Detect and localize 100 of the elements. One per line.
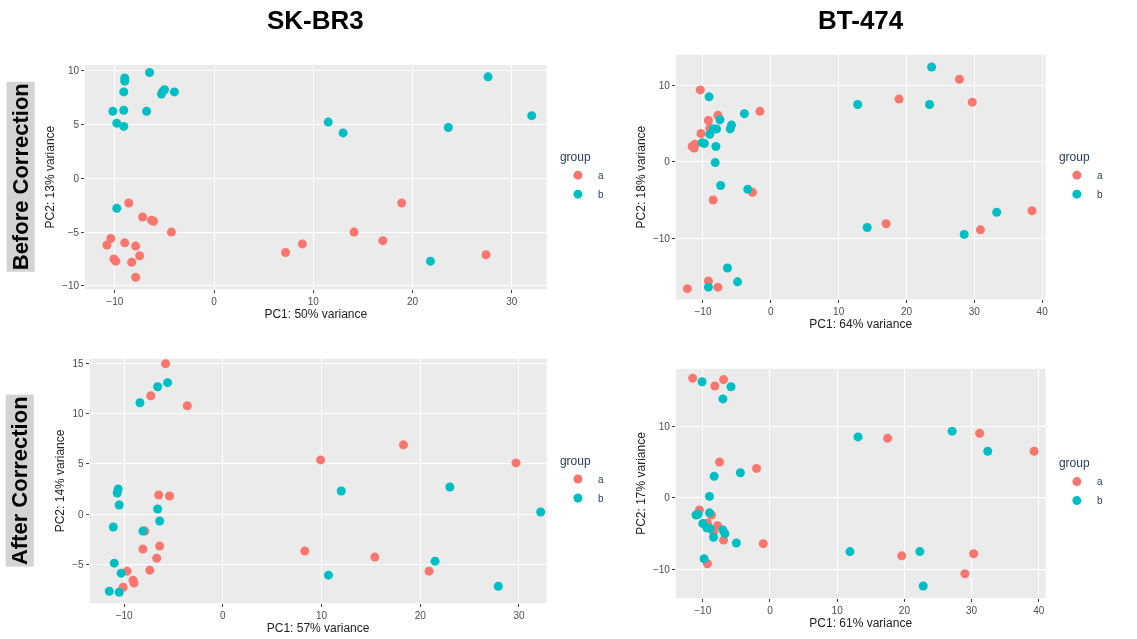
- y-tick-label: 0: [73, 172, 80, 184]
- x-tick-label: −10: [694, 605, 712, 617]
- point: [713, 282, 723, 292]
- point: [142, 106, 152, 116]
- y-tick-label: 5: [73, 118, 80, 130]
- y-tick-label: 5: [78, 458, 85, 470]
- point: [975, 428, 985, 438]
- x-tick-label: 30: [966, 605, 978, 617]
- point: [135, 251, 145, 261]
- point: [138, 212, 148, 222]
- y-tick-label: 10: [658, 420, 671, 432]
- point: [378, 236, 388, 246]
- y-tick-label: −10: [652, 232, 671, 244]
- point: [704, 491, 714, 501]
- legend-label: a: [1096, 476, 1103, 488]
- point: [915, 547, 925, 557]
- x-tick-label: 30: [506, 296, 518, 308]
- legend-title: group: [1058, 456, 1090, 471]
- point: [927, 62, 937, 72]
- x-tick-label: 10: [307, 296, 320, 308]
- point: [155, 541, 165, 551]
- legend-label: b: [1096, 189, 1103, 201]
- point: [726, 382, 736, 392]
- y-axis-title: PC2: 18% variance: [634, 125, 649, 229]
- point: [152, 553, 162, 563]
- point: [704, 92, 714, 102]
- y-tick-label: −5: [72, 558, 85, 570]
- point: [1029, 446, 1039, 456]
- y-tick-label: −10: [652, 563, 671, 575]
- point: [897, 551, 907, 561]
- point: [918, 581, 928, 591]
- y-axis-title: PC2: 17% variance: [634, 431, 649, 535]
- point: [992, 207, 1002, 217]
- point: [323, 570, 333, 580]
- point: [755, 106, 765, 116]
- point: [114, 587, 124, 597]
- point: [696, 129, 706, 139]
- point: [112, 203, 122, 213]
- x-tick-label: 30: [513, 610, 525, 622]
- point: [112, 488, 122, 498]
- point: [102, 240, 112, 250]
- point: [430, 556, 440, 566]
- legend-label: a: [1096, 170, 1103, 182]
- legend-label: b: [597, 492, 604, 504]
- point: [699, 554, 709, 564]
- point: [722, 263, 732, 273]
- point: [743, 184, 753, 194]
- point: [894, 94, 904, 104]
- x-tick-label: 0: [211, 296, 218, 308]
- point: [323, 117, 333, 127]
- y-tick-label: 10: [72, 408, 85, 420]
- point: [138, 544, 148, 554]
- point: [752, 463, 762, 473]
- point: [711, 142, 721, 152]
- x-axis-title: PC1: 61% variance: [809, 616, 913, 631]
- x-tick-label: 20: [414, 610, 427, 622]
- point: [862, 223, 872, 233]
- legend-title: group: [559, 149, 591, 164]
- point: [424, 566, 434, 576]
- x-tick-label: 10: [315, 610, 328, 622]
- point: [695, 85, 705, 95]
- point: [116, 568, 126, 578]
- y-tick-label: 10: [67, 64, 80, 76]
- x-tick-label: −10: [115, 610, 134, 622]
- point: [975, 225, 985, 235]
- point: [710, 381, 720, 391]
- point: [511, 458, 521, 468]
- x-tick-label: 20: [900, 306, 913, 318]
- point: [527, 111, 537, 121]
- x-tick-label: 10: [831, 605, 844, 617]
- point: [146, 391, 156, 401]
- y-tick-label: 0: [78, 508, 85, 520]
- point: [718, 394, 728, 404]
- point: [1027, 206, 1037, 216]
- point: [883, 433, 893, 443]
- point: [954, 74, 964, 84]
- point: [739, 109, 749, 119]
- x-tick-label: 10: [833, 306, 845, 318]
- point: [445, 482, 455, 492]
- point: [703, 116, 713, 126]
- point: [161, 359, 171, 369]
- point: [443, 122, 453, 132]
- point: [925, 99, 935, 109]
- point: [114, 500, 124, 510]
- point: [106, 234, 116, 244]
- point: [881, 219, 891, 229]
- x-tick-label: 0: [220, 610, 227, 622]
- y-tick-label: −10: [62, 280, 80, 292]
- point: [112, 118, 122, 128]
- legend-label: b: [597, 189, 604, 201]
- point: [853, 99, 863, 109]
- y-tick-label: −5: [67, 226, 80, 238]
- point: [709, 471, 719, 481]
- chart-title: BT-474: [818, 5, 904, 35]
- point: [316, 455, 326, 465]
- point: [153, 382, 163, 392]
- y-axis-title: PC2: 14% variance: [53, 429, 68, 533]
- y-axis-title: PC2: 13% variance: [43, 125, 58, 229]
- point: [297, 239, 307, 249]
- legend-title: group: [1058, 149, 1090, 164]
